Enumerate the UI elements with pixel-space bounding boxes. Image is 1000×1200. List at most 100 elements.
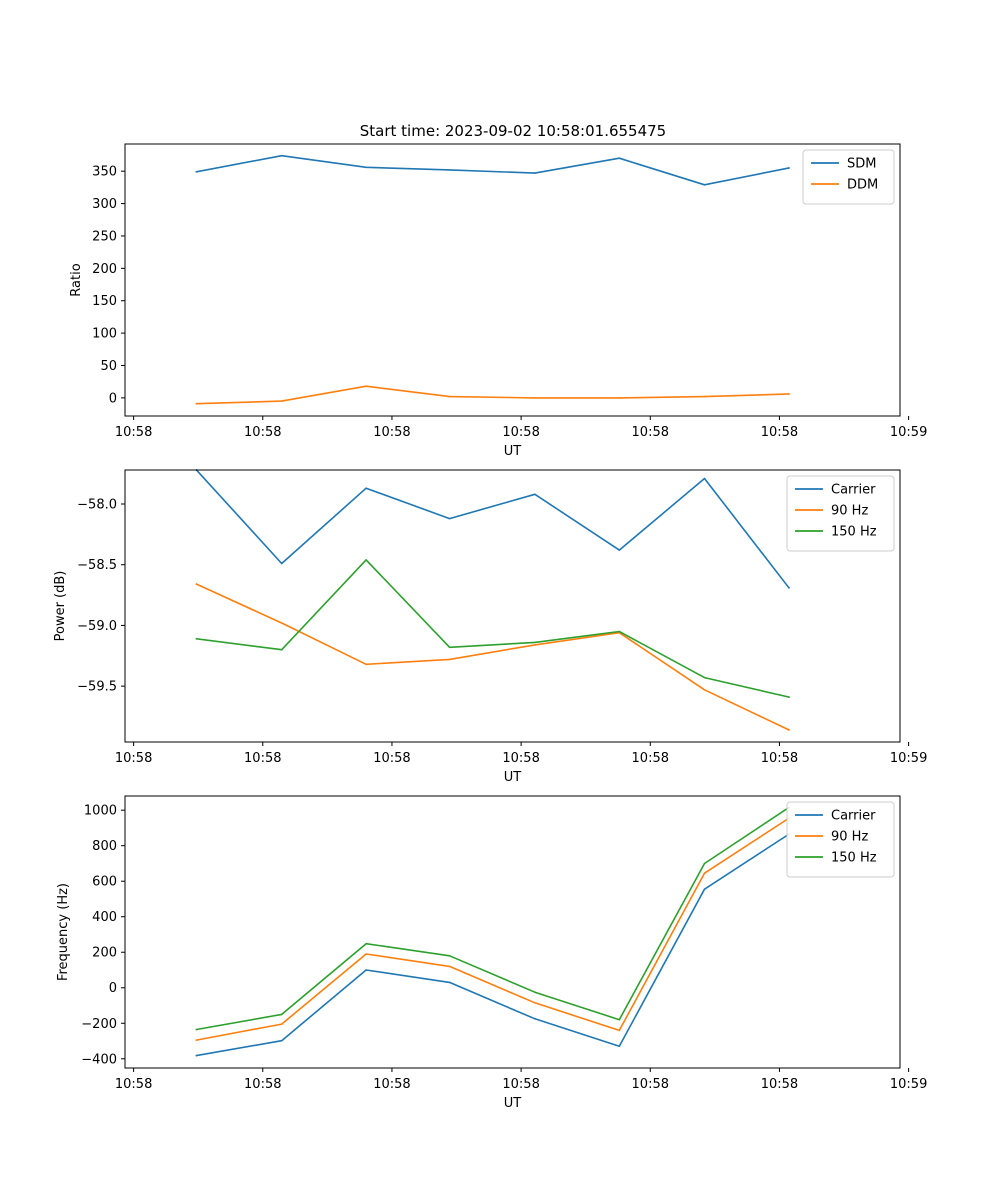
data-point (703, 862, 706, 865)
y-tick-label: 200 (92, 262, 117, 277)
legend-entry: SDM (847, 157, 876, 172)
y-tick-label: −59.0 (77, 619, 117, 634)
data-point (448, 965, 451, 968)
y-tick-label: 350 (92, 165, 117, 180)
y-tick-label: −58.0 (77, 498, 117, 513)
data-point (534, 644, 536, 646)
x-axis-label: UT (504, 770, 522, 785)
y-tick-label: −58.5 (77, 558, 117, 573)
data-point (618, 157, 621, 159)
x-tick-label: 10:58 (244, 425, 281, 440)
data-point (280, 562, 283, 565)
series-line-90-hz (195, 583, 790, 731)
data-point (788, 587, 790, 589)
data-point (618, 1029, 621, 1032)
x-tick-label: 10:58 (373, 1077, 410, 1092)
y-tick-label: −200 (81, 1017, 117, 1032)
data-point (280, 400, 283, 402)
y-tick-label: 1000 (84, 804, 117, 819)
data-point (195, 402, 198, 405)
y-tick-label: 0 (109, 981, 117, 996)
y-tick-label: 100 (92, 327, 117, 342)
panels: 10:58 10:58 10:58 10:58 10:58 10:58 10:59 0 50 10… (53, 143, 927, 1111)
data-point (618, 549, 621, 551)
data-point (788, 393, 790, 395)
x-tick-label: 10:58 (373, 425, 410, 440)
data-point (448, 169, 451, 171)
x-tick-label: 10:58 (115, 1077, 152, 1092)
data-point (195, 171, 198, 173)
data-point (448, 955, 451, 957)
x-axis-label: UT (504, 444, 522, 459)
x-tick-label: 10:58 (761, 425, 798, 440)
data-point (365, 166, 367, 169)
data-point (448, 981, 451, 984)
x-tick-label: 10:58 (115, 425, 152, 440)
data-point (703, 477, 706, 480)
data-point (703, 689, 706, 691)
data-point (280, 1023, 283, 1025)
data-point (788, 696, 790, 698)
y-tick-label: 50 (100, 359, 117, 374)
x-axis-label: UT (504, 1096, 522, 1111)
data-point (703, 395, 706, 398)
chart-title: Start time: 2023-09-02 10:58:01.655475 (360, 122, 666, 140)
data-point (703, 872, 706, 874)
axes-frame (124, 143, 901, 417)
y-tick-label: −59.5 (77, 680, 117, 695)
data-point (365, 559, 367, 561)
y-tick-label: 400 (92, 910, 117, 925)
data-point (195, 1039, 198, 1041)
data-point (365, 663, 367, 666)
series-line-sdm (195, 154, 790, 186)
data-point (195, 638, 198, 640)
data-point (280, 1013, 283, 1016)
y-tick-label: 600 (92, 875, 117, 890)
series-line-90-hz (195, 817, 791, 1042)
x-tick-label: 10:58 (244, 1077, 281, 1092)
power-panel: 10:58 10:58 10:58 10:58 10:58 10:58 10:59 −59.5… (53, 468, 927, 785)
data-point (365, 969, 367, 971)
legend-entry: DDM (847, 178, 878, 193)
data-point (788, 729, 790, 731)
data-point (534, 641, 536, 644)
data-point (448, 646, 451, 649)
legend-box (786, 475, 895, 552)
x-tick-label: 10:58 (502, 751, 539, 766)
x-tick-label: 10:58 (115, 751, 152, 766)
y-tick-label: 200 (92, 946, 117, 961)
x-tick-label: 10:58 (761, 751, 798, 766)
y-tick-label: 150 (92, 294, 117, 309)
y-tick-label: 0 (109, 391, 117, 406)
data-point (534, 172, 536, 174)
series-line-150-hz (195, 806, 791, 1031)
series-line-150-hz (195, 559, 790, 699)
x-tick-label: 10:58 (502, 425, 539, 440)
data-point (703, 184, 706, 186)
legend: SDM DDM (802, 149, 895, 205)
data-point (534, 1002, 536, 1004)
x-tick-label: 10:58 (632, 1077, 669, 1092)
axes-frame (124, 469, 901, 743)
data-point (280, 622, 283, 624)
data-point (365, 487, 367, 490)
legend-box (786, 801, 895, 878)
data-point (280, 154, 283, 157)
series-line-ddm (195, 385, 790, 405)
data-point (534, 493, 536, 496)
y-axis-label: Ratio (69, 263, 84, 296)
legend-entry: 90 Hz (831, 504, 868, 519)
x-tick-label: 10:58 (373, 751, 410, 766)
data-point (618, 1045, 621, 1048)
data-point (534, 1018, 536, 1020)
data-point (280, 648, 283, 651)
legend-entry: 150 Hz (831, 525, 877, 540)
y-axis-label: Frequency (Hz) (56, 883, 71, 981)
data-point (448, 517, 451, 520)
legend-entry: 90 Hz (831, 830, 868, 845)
data-point (365, 385, 367, 388)
data-point (195, 1054, 198, 1057)
data-point (618, 1018, 621, 1021)
y-tick-label: 800 (92, 839, 117, 854)
